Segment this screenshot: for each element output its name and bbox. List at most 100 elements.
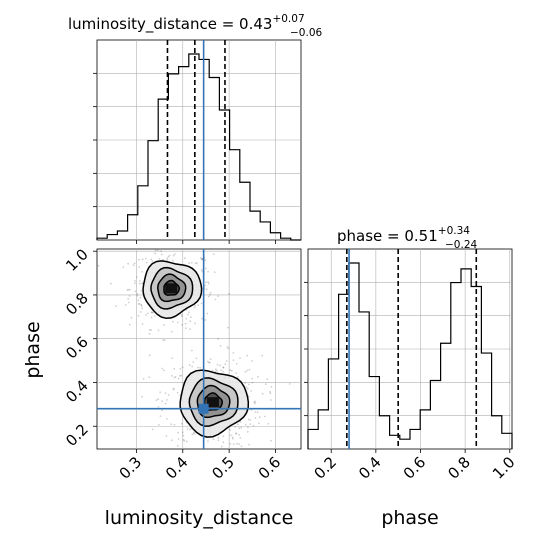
truth-marker — [198, 403, 209, 414]
scatter-point — [137, 299, 140, 302]
scatter-point — [180, 374, 183, 377]
scatter-point — [236, 442, 238, 445]
scatter-point — [199, 366, 202, 369]
scatter-point — [183, 257, 186, 260]
scatter-point — [138, 303, 141, 305]
scatter-point — [254, 400, 256, 403]
phase-tick-label: 0.4 — [62, 377, 92, 407]
scatter-point — [222, 370, 225, 373]
scatter-point — [148, 354, 151, 357]
scatter-point — [188, 364, 191, 366]
scatter-point — [238, 427, 241, 430]
scatter-point — [163, 339, 166, 341]
scatter-point — [194, 304, 197, 307]
scatter-point — [162, 369, 165, 372]
scatter-point — [173, 376, 176, 379]
scatter-point — [167, 255, 170, 258]
scatter-point — [139, 296, 142, 299]
scatter-point — [270, 385, 273, 388]
luminosity-distance-hist-path — [96, 53, 301, 241]
scatter-point — [193, 432, 196, 435]
scatter-point — [163, 324, 165, 326]
scatter-point — [249, 423, 252, 425]
scatter-point — [239, 357, 241, 359]
luminosity-distance-tick-label: 0.4 — [162, 453, 192, 483]
scatter-point — [185, 327, 187, 330]
scatter-point — [127, 301, 130, 304]
scatter-point — [171, 357, 174, 359]
scatter-point — [127, 262, 129, 265]
scatter-point — [172, 259, 174, 262]
scatter-point — [197, 304, 200, 307]
scatter-point — [159, 415, 162, 417]
scatter-point — [168, 254, 171, 257]
luminosity-distance-quantile-lines — [166, 40, 226, 240]
scatter-point — [162, 339, 165, 342]
scatter-point — [173, 367, 176, 370]
scatter-point — [151, 428, 154, 431]
scatter-point — [229, 442, 232, 445]
scatter-point — [145, 314, 147, 316]
contour-line — [142, 260, 203, 320]
scatter-point — [137, 315, 140, 317]
scatter-point — [157, 406, 160, 408]
scatter-point — [177, 431, 180, 434]
scatter-point — [173, 387, 175, 390]
scatter-point — [132, 264, 135, 267]
scatter-point — [208, 361, 211, 364]
scatter-point — [150, 258, 153, 261]
scatter-point — [140, 289, 143, 292]
scatter-point — [153, 315, 156, 317]
scatter-point — [141, 323, 144, 325]
phase-histogram-panel: 0.2 0.4 0.6 0.8 1.0 phase = 0.51+0.34 −0.24 p… — [304, 225, 519, 529]
scatter-point — [208, 294, 211, 296]
scatter-point — [181, 315, 183, 318]
scatter-point — [226, 346, 229, 349]
scatter-point — [128, 295, 131, 297]
phase-tick-label: 0.2 — [62, 420, 92, 450]
scatter-point — [235, 432, 237, 435]
phase-hist-axis-label: phase — [381, 507, 438, 529]
scatter-point — [205, 288, 208, 291]
scatter-point — [160, 250, 163, 253]
scatter-point — [172, 254, 175, 257]
scatter-point — [247, 426, 249, 429]
scatter-point — [148, 376, 151, 379]
scatter-point — [214, 298, 217, 301]
scatter-point — [216, 363, 219, 366]
scatter-point — [251, 360, 253, 362]
scatter-point — [240, 445, 243, 448]
scatter-point — [211, 369, 214, 372]
scatter-point — [195, 357, 198, 360]
scatter-point — [189, 428, 191, 431]
scatter-point — [222, 366, 225, 369]
scatter-point — [126, 289, 129, 291]
scatter-point — [212, 438, 215, 441]
scatter-point — [224, 363, 227, 366]
scatter-point — [204, 319, 207, 321]
scatter-point — [196, 262, 198, 264]
scatter-point — [179, 367, 182, 370]
scatter-point — [115, 305, 117, 307]
scatter-point — [206, 312, 209, 315]
phase-hist-steps — [307, 262, 513, 449]
scatter-point — [232, 437, 234, 440]
scatter-point — [200, 268, 203, 271]
scatter-point — [204, 284, 207, 287]
scatter-point — [269, 390, 271, 393]
scatter-point — [137, 303, 140, 305]
scatter-point — [170, 330, 173, 333]
density-peak — [206, 397, 219, 408]
scatter-point — [191, 433, 194, 436]
scatter-point — [288, 383, 291, 385]
scatter-point — [145, 257, 147, 260]
contour-line — [188, 377, 239, 427]
scatter-point — [196, 366, 199, 369]
scatter-point — [166, 399, 168, 401]
phase-hist-path — [307, 262, 513, 449]
scatter-point — [254, 411, 257, 413]
phase-tick-label: 1.0 — [489, 453, 519, 483]
scatter-point — [138, 280, 141, 282]
scatter-point — [217, 295, 220, 297]
scatter-point — [253, 401, 256, 404]
